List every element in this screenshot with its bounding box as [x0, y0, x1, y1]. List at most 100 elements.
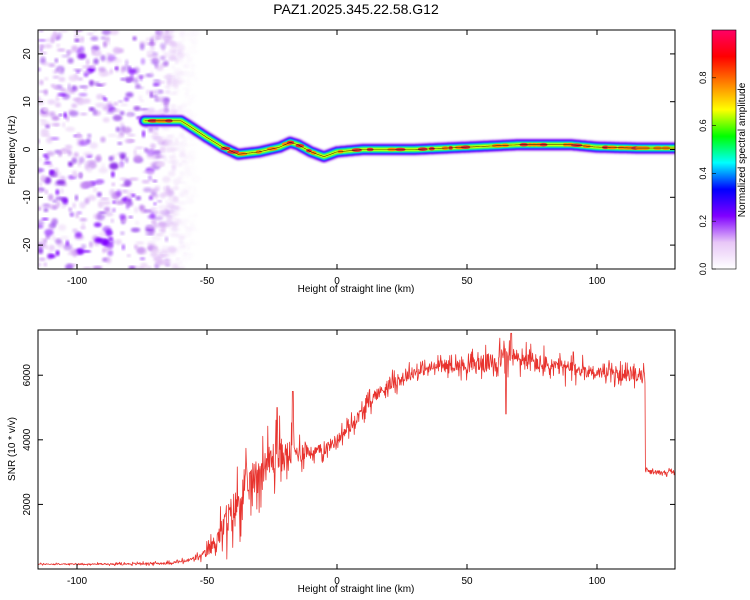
- snr-frame: [37, 329, 676, 570]
- spectrogram-noise-blob: [74, 194, 79, 201]
- spectrogram-noise-blob: [188, 214, 194, 218]
- spectrogram-noise-blob: [38, 39, 47, 42]
- spectrogram-noise-blob: [110, 171, 115, 178]
- spectrogram-noise-blob: [171, 264, 178, 269]
- spectrogram-noise-blob: [157, 204, 168, 211]
- spectrogram-noise-blob: [160, 210, 165, 214]
- spectrogram-noise-blob: [43, 208, 49, 213]
- y-tick-label: -20: [22, 237, 33, 252]
- spectrogram-noise-blob: [110, 218, 114, 223]
- spectrogram-noise-blob: [85, 138, 91, 144]
- spectrogram-noise-blob: [56, 48, 66, 52]
- spectrogram-noise-blob: [134, 86, 145, 90]
- colorbar-tick-label: 0.4: [698, 167, 708, 180]
- spectrogram-noise-blob: [101, 82, 107, 86]
- spectrogram-noise-blob: [153, 79, 161, 83]
- y-tick-label: 20: [22, 48, 33, 60]
- spectrogram-noise-blob: [49, 224, 57, 228]
- spectrogram-noise-blob: [169, 104, 180, 110]
- spectrogram-noise-blob: [145, 232, 154, 236]
- snr-series-line: [38, 332, 675, 567]
- spectrogram-noise-blob: [51, 115, 60, 121]
- spectrogram-noise-blob: [152, 82, 161, 87]
- spectrogram-noise-blob: [163, 60, 169, 66]
- spectrogram-noise-blob: [136, 246, 146, 254]
- spectrogram-noise-blob: [142, 111, 152, 115]
- spectrogram-noise-blob: [83, 85, 88, 92]
- spectrogram-noise-blob: [115, 200, 125, 205]
- spectrogram-noise-blob: [88, 79, 95, 87]
- spectrogram-noise-blob: [145, 37, 151, 43]
- spectrogram-noise-blob: [140, 57, 146, 65]
- spectrogram-noise-blob: [98, 167, 108, 174]
- spectrogram-noise-blob: [157, 200, 162, 203]
- spectrogram-noise-blob: [176, 52, 185, 59]
- spectrogram-noise-blob: [97, 211, 107, 214]
- spectrogram-noise-blob: [138, 266, 144, 269]
- spectrogram-noise-blob: [59, 30, 68, 33]
- spectrogram-noise-blob: [71, 85, 77, 91]
- colorbar-ticks: 0.0 0.2 0.4 0.6 0.8: [698, 72, 716, 275]
- spectrogram-noise-blob: [164, 85, 171, 89]
- spectrogram-noise-blob: [140, 99, 145, 103]
- spectrogram-noise-blob: [189, 227, 197, 231]
- y-tick-label: 0: [22, 146, 33, 152]
- spectrogram-noise-blob: [83, 151, 93, 157]
- spectrogram-noise-blob: [43, 238, 48, 244]
- spectrogram-noise-blob: [171, 42, 179, 48]
- spectrogram-noise-blob: [170, 248, 176, 253]
- spectrogram-noise-blob: [179, 151, 186, 157]
- spectrogram-noise-blob: [81, 222, 85, 230]
- spectrogram-noise-blob: [84, 197, 90, 205]
- spectrogram-noise-blob: [145, 228, 155, 233]
- spectrogram-noise-blob: [133, 154, 142, 162]
- spectrogram-noise-blob: [101, 30, 111, 36]
- spectrogram-noise-blob: [41, 217, 49, 221]
- spectrogram-noise-blob: [166, 209, 170, 216]
- spectrogram-noise-blob: [133, 105, 141, 111]
- x-tick-label: -100: [67, 576, 87, 587]
- spectrogram-noise-blob: [130, 227, 141, 233]
- spectrogram-noise-blob: [119, 122, 125, 127]
- spectrogram-noise-blob: [150, 47, 155, 53]
- spectrogram-noise-blob: [109, 162, 119, 170]
- spectrogram-noise-blob: [160, 254, 170, 258]
- spectrogram-noise-blob: [124, 199, 130, 205]
- spectrogram-noise-blob: [64, 144, 73, 150]
- spectrogram-noise-blob: [97, 153, 101, 158]
- spectrogram-noise-blob: [182, 185, 192, 193]
- spectrogram-noise-blob: [44, 229, 54, 236]
- spectrogram-noise-blob: [90, 36, 99, 41]
- spectrogram-noise-blob: [49, 169, 55, 175]
- spectrogram-noise-blob: [108, 237, 114, 240]
- spectrogram-noise-blob: [119, 177, 129, 181]
- spectrogram-noise-blob: [61, 205, 66, 209]
- spectrogram-noise-blob: [55, 204, 59, 209]
- spectrogram-noise-blob: [89, 241, 93, 248]
- spectrogram-noise-blob: [183, 234, 193, 238]
- spectrogram-noise-blob: [179, 142, 188, 147]
- spectrogram-noise-blob: [55, 189, 60, 196]
- spectrogram-noise-blob: [39, 79, 44, 86]
- spectrogram-noise-blob: [184, 91, 189, 99]
- spectrogram-noise-blob: [58, 76, 66, 82]
- spectrogram-noise-blob: [48, 63, 56, 68]
- spectrogram-noise-blob: [100, 54, 106, 62]
- spectrogram-noise-blob: [44, 244, 49, 250]
- spectrogram-noise-blob: [65, 263, 74, 269]
- spectrogram-noise-blob: [185, 81, 191, 88]
- spectrogram-noise-blob: [46, 37, 57, 43]
- spectrogram-noise-blob: [190, 175, 201, 183]
- spectrogram-noise-blob: [82, 250, 92, 253]
- x-tick-label: 50: [461, 276, 473, 287]
- spectrogram-noise-blob: [143, 209, 152, 213]
- spectrogram-noise-blob: [91, 63, 96, 69]
- spectrogram-noise-blob: [118, 162, 123, 167]
- spectrogram-noise-blob: [153, 89, 164, 95]
- spectrogram-noise-blob: [190, 63, 195, 67]
- spectrogram-noise-blob: [71, 157, 78, 164]
- spectrogram-noise-blob: [66, 49, 74, 54]
- spectrogram-noise-blob: [184, 225, 189, 229]
- spectrogram-noise-blob: [114, 67, 119, 70]
- spectrogram-noise-blob: [38, 262, 42, 267]
